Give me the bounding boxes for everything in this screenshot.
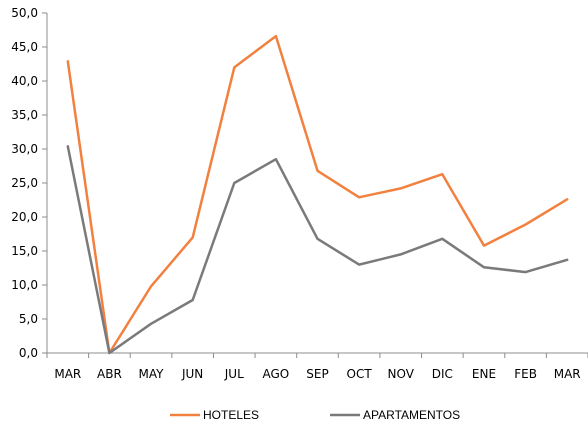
y-tick-label: 25,0 [11, 176, 38, 190]
y-tick-label: 0,0 [19, 346, 38, 360]
x-axis: MAR ABR MAY JUN JUL AGO SEP OCT NOV DIC ENE FEB MAR [46, 352, 588, 381]
x-tick-label: ABR [97, 367, 122, 381]
series-line-apartamentos [66, 145, 569, 355]
y-tick-label: 30,0 [11, 142, 38, 156]
x-tick-label: DIC [432, 367, 453, 381]
y-tick-label: 35,0 [11, 108, 38, 122]
x-tick-label: AGO [263, 367, 290, 381]
legend: HOTELES APARTAMENTOS [170, 408, 460, 422]
series-line-hoteles [66, 34, 569, 355]
y-tick-label: 40,0 [11, 74, 38, 88]
x-tick-label: ENE [472, 367, 496, 381]
x-tick-label: NOV [388, 367, 415, 381]
y-tick-label: 45,0 [11, 40, 38, 54]
x-tick-label: MAY [139, 367, 165, 381]
y-tick-label: 20,0 [11, 210, 38, 224]
y-tick-label: 5,0 [19, 312, 38, 326]
y-tick-label: 15,0 [11, 244, 38, 258]
y-axis: 0,0 5,0 10,0 15,0 20,0 25,0 30,0 35,0 40,0 45,0 50… [11, 6, 48, 360]
y-tick-label: 10,0 [11, 278, 38, 292]
x-tick-label: JUL [224, 367, 244, 381]
x-tick-label: OCT [347, 367, 373, 381]
x-tick-label: JUN [181, 367, 203, 381]
x-tick-label: MAR [554, 367, 581, 381]
legend-label-hoteles: HOTELES [203, 408, 259, 422]
y-tick-label: 50,0 [11, 6, 38, 20]
x-tick-label: FEB [514, 367, 537, 381]
x-tick-label: SEP [306, 367, 328, 381]
x-tick-label: MAR [54, 367, 81, 381]
legend-label-apartamentos: APARTAMENTOS [363, 408, 460, 422]
series-layer [66, 34, 569, 355]
